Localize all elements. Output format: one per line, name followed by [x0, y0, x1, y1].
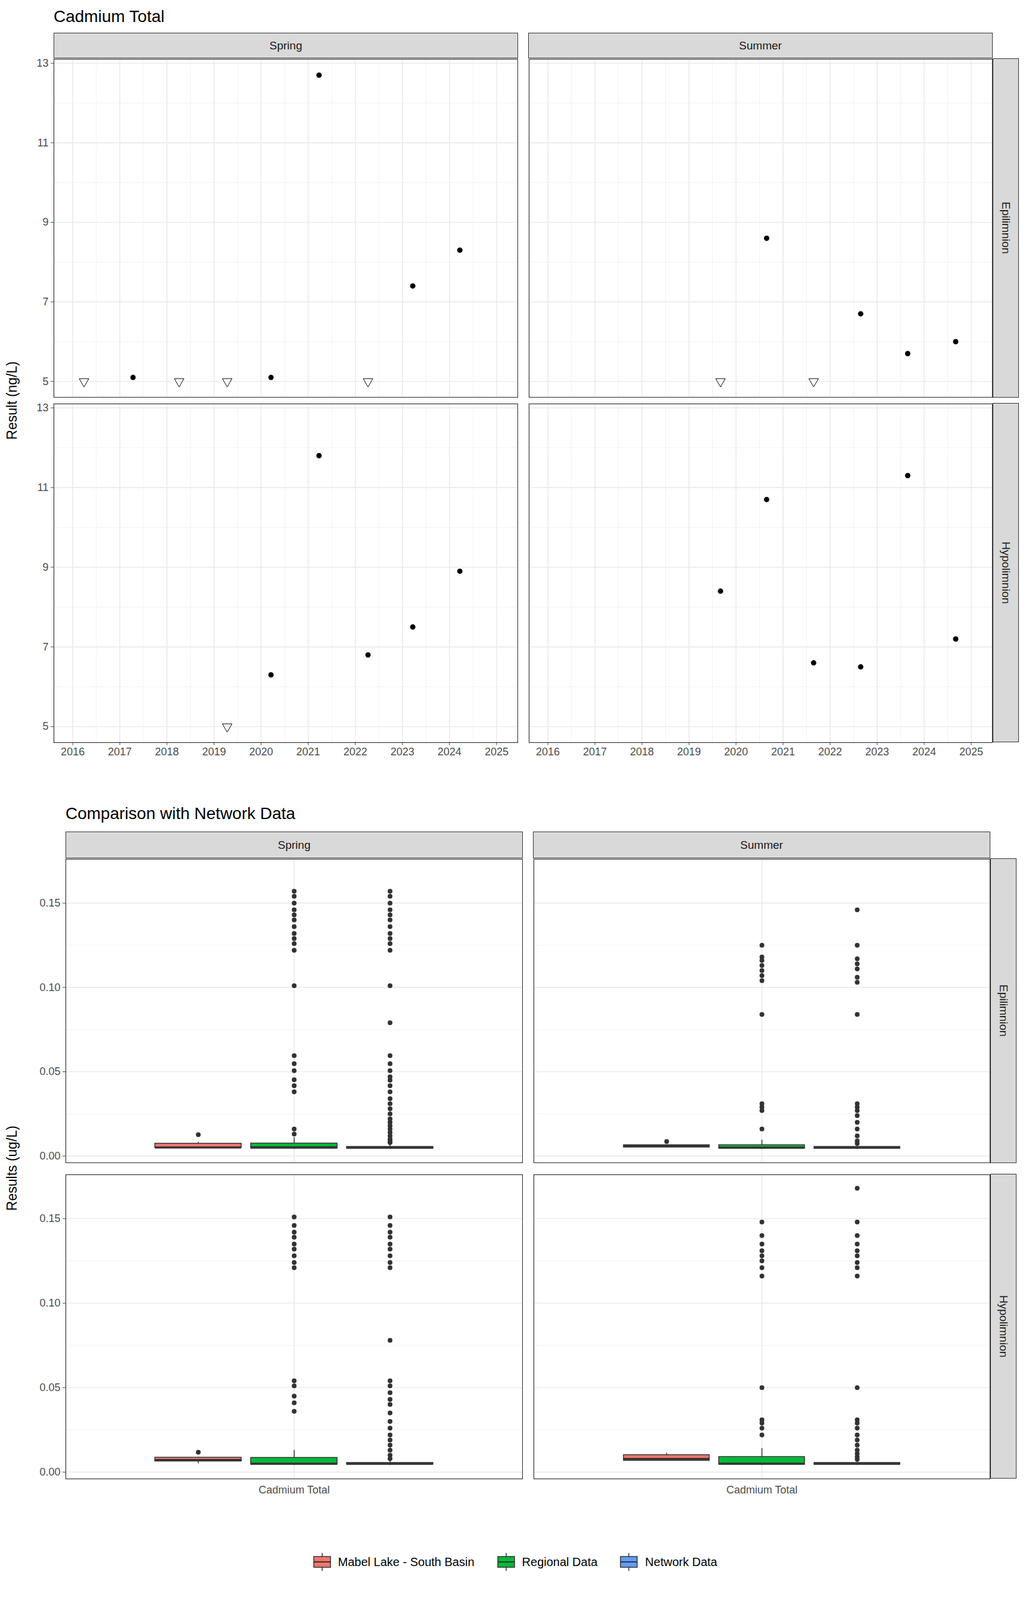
svg-text:2020: 2020 — [248, 746, 273, 759]
svg-text:2025: 2025 — [484, 746, 509, 759]
svg-text:Cadmium Total: Cadmium Total — [258, 1484, 330, 1497]
svg-text:9: 9 — [42, 216, 49, 229]
svg-text:0.05: 0.05 — [39, 1382, 61, 1395]
svg-text:2019: 2019 — [201, 746, 226, 759]
svg-text:2022: 2022 — [343, 746, 368, 759]
svg-text:7: 7 — [42, 641, 49, 654]
svg-text:2024: 2024 — [437, 746, 462, 759]
svg-text:11: 11 — [37, 136, 49, 149]
html-text:Comparison with Network Data: Comparison with Network Data — [65, 804, 296, 823]
svg-text:0.00: 0.00 — [39, 1466, 61, 1479]
svg-text:0.15: 0.15 — [39, 1213, 61, 1225]
svg-text:2017: 2017 — [107, 746, 132, 759]
svg-text:2016: 2016 — [60, 746, 85, 759]
svg-text:9: 9 — [42, 561, 49, 574]
html-text:Hypolimnion: Hypolimnion — [997, 1295, 1010, 1358]
svg-text:0.15: 0.15 — [39, 897, 61, 910]
svg-text:11: 11 — [37, 481, 49, 494]
svg-text:13: 13 — [36, 403, 49, 414]
html-text:Hypolimnion: Hypolimnion — [999, 541, 1013, 605]
html-text:Results (ug/L): Results (ug/L) — [3, 1126, 20, 1212]
svg-text:0.10: 0.10 — [39, 1297, 61, 1310]
svg-text:2017: 2017 — [582, 746, 607, 759]
svg-text:2023: 2023 — [390, 746, 415, 759]
svg-text:2019: 2019 — [677, 746, 701, 759]
svg-text:7: 7 — [42, 295, 49, 308]
svg-text:2021: 2021 — [771, 746, 795, 759]
html-text:Epilimnion: Epilimnion — [997, 985, 1010, 1038]
svg-text:0.00: 0.00 — [39, 1150, 61, 1163]
svg-text:2018: 2018 — [630, 746, 654, 759]
html-text:Cadmium Total: Cadmium Total — [53, 7, 165, 26]
html-text:Mabel Lake - South Basin: Mabel Lake - South Basin — [337, 1555, 475, 1569]
svg-text:0.05: 0.05 — [39, 1065, 61, 1078]
svg-text:0.10: 0.10 — [39, 981, 61, 994]
svg-text:13: 13 — [36, 58, 49, 70]
svg-text:2025: 2025 — [959, 746, 984, 759]
html-text:Spring: Spring — [269, 39, 303, 52]
html-text:Result (ng/L): Result (ng/L) — [3, 361, 20, 440]
html-text:Summer: Summer — [740, 838, 784, 852]
html-text:Network Data: Network Data — [645, 1555, 718, 1569]
html-text:Regional Data: Regional Data — [522, 1555, 598, 1569]
svg-text:2023: 2023 — [865, 746, 890, 759]
svg-text:2018: 2018 — [154, 746, 179, 759]
svg-text:2022: 2022 — [818, 746, 843, 759]
svg-text:2024: 2024 — [912, 746, 937, 759]
html-text:Summer: Summer — [739, 39, 782, 52]
html-text:Epilimnion: Epilimnion — [999, 201, 1013, 255]
svg-text:5: 5 — [42, 375, 49, 388]
html-text:Spring: Spring — [277, 838, 311, 852]
svg-text:2020: 2020 — [724, 746, 748, 759]
svg-text:2021: 2021 — [296, 746, 321, 759]
svg-text:5: 5 — [42, 720, 49, 733]
svg-text:2016: 2016 — [535, 746, 560, 759]
svg-text:Cadmium Total: Cadmium Total — [726, 1484, 798, 1497]
